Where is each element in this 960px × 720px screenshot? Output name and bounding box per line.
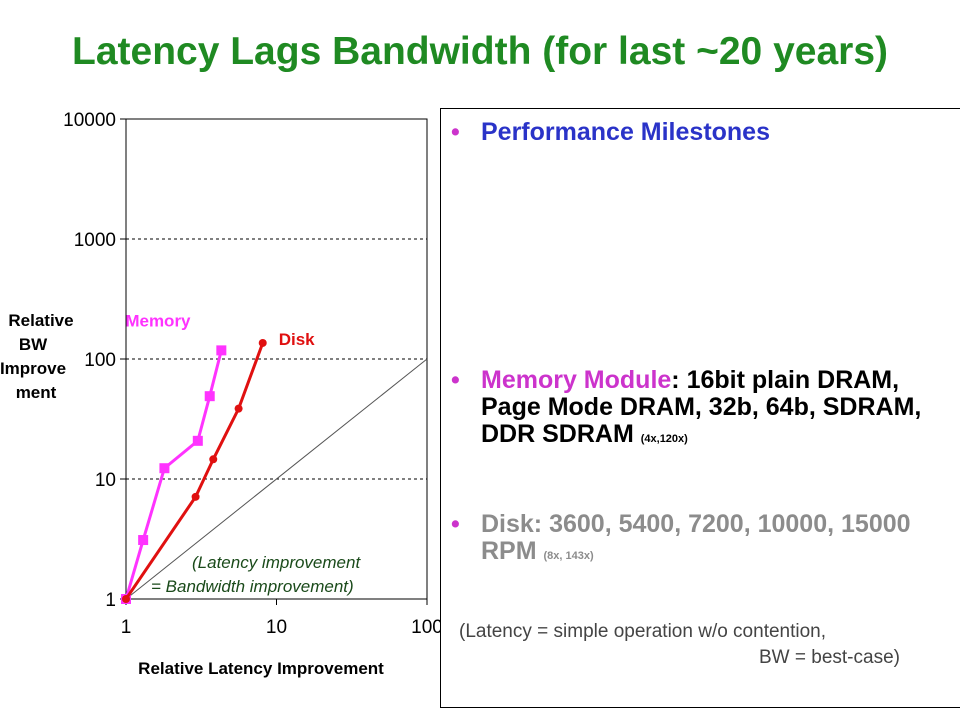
reference-annotation: (Latency improvement = Bandwidth improve… (151, 553, 361, 596)
page-title: Latency Lags Bandwidth (for last ~20 yea… (72, 30, 888, 73)
x-tick-label: 1 (121, 617, 132, 638)
series-label-memory: Memory (125, 311, 191, 330)
bullet-dot: • (451, 118, 460, 146)
data-point-memory (204, 391, 215, 402)
disk-text: Disk: 3600, 5400, 7200, 10000, 15000 RPM (481, 510, 911, 565)
data-point-disk (234, 404, 243, 413)
series-label-disk: Disk (279, 330, 315, 349)
series-line-memory (124, 350, 223, 600)
y-axis-title-line: Improve (0, 359, 66, 378)
note-line-1: (Latency = simple operation w/o contenti… (459, 621, 827, 642)
note-line-2: BW = best-case) (759, 647, 900, 668)
data-point-disk (258, 338, 267, 347)
data-point-memory (216, 345, 227, 356)
data-point-memory (138, 535, 149, 546)
y-axis-title-line: BW (19, 335, 48, 354)
x-tick-label: 100 (411, 617, 440, 638)
y-axis-title: Relative BW Improve ment (0, 311, 74, 402)
y-tick-label: 10 (95, 470, 116, 491)
memory-module-factors: (4x,120x) (640, 433, 688, 445)
equal-improvement-line (125, 358, 428, 600)
definitions-note: (Latency = simple operation w/o contenti… (459, 619, 939, 671)
bw-vs-latency-chart: Relative BW Improve ment Relative Latenc… (0, 110, 440, 678)
bullet-text: Disk: 3600, 5400, 7200, 10000, 15000 RPM… (481, 511, 960, 570)
bullet-text: Memory Module: 16bit plain DRAM, Page Mo… (481, 367, 960, 453)
bullet-dot: • (451, 366, 460, 394)
memory-module-text: : 16bit plain DRAM, Page Mode DRAM, 32b,… (481, 366, 922, 448)
bullet-text: Performance Milestones (481, 118, 770, 146)
data-point-disk (191, 492, 200, 501)
data-point-disk (209, 455, 218, 464)
milestones-panel: • Performance Milestones • Memory Module… (440, 108, 960, 708)
y-axis-title-line: ment (16, 383, 57, 402)
y-tick-label: 100 (84, 350, 116, 371)
y-tick-label: 10000 (63, 110, 116, 131)
x-axis-title: Relative Latency Improvement (138, 659, 384, 678)
data-point-memory (159, 463, 170, 474)
memory-module-label: Memory Module (481, 366, 672, 394)
data-point-disk (122, 595, 130, 603)
y-tick-label: 1000 (74, 230, 116, 251)
reference-annotation-line: = Bandwidth improvement) (151, 577, 354, 596)
y-axis-title-line: Relative (8, 311, 73, 330)
x-tick-label: 10 (266, 617, 287, 638)
bullet-dot: • (451, 510, 460, 538)
disk-factors: (8x, 143x) (543, 550, 594, 562)
data-point-memory (192, 435, 203, 446)
reference-annotation-line: (Latency improvement (192, 553, 361, 572)
y-tick-label: 1 (105, 590, 116, 611)
